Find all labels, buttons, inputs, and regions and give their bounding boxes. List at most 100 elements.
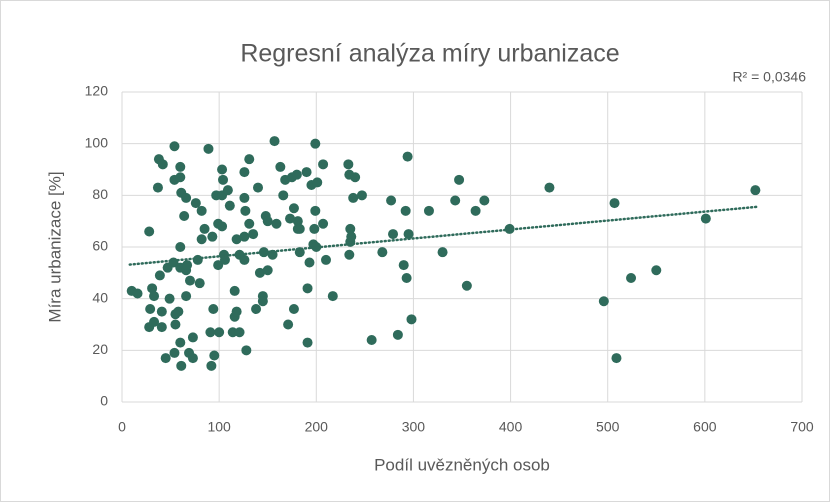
point bbox=[257, 296, 268, 307]
x-tick-label: 200 bbox=[305, 419, 329, 435]
point bbox=[175, 242, 186, 252]
x-axis-title: Podíl uvězněných osob bbox=[374, 455, 550, 474]
point bbox=[173, 306, 184, 317]
point bbox=[310, 138, 321, 149]
point bbox=[262, 265, 273, 276]
point bbox=[258, 247, 269, 258]
point bbox=[611, 353, 622, 364]
point bbox=[203, 143, 214, 154]
r-squared: R² = 0,0346 bbox=[732, 69, 806, 85]
point bbox=[302, 337, 313, 348]
point bbox=[400, 205, 411, 216]
point bbox=[262, 216, 273, 227]
x-tick-label: 400 bbox=[499, 419, 523, 435]
point bbox=[244, 218, 255, 229]
point bbox=[187, 353, 198, 364]
point bbox=[181, 291, 192, 302]
point bbox=[218, 174, 229, 185]
point bbox=[302, 283, 313, 294]
point bbox=[346, 231, 357, 242]
point bbox=[309, 223, 320, 234]
point bbox=[185, 275, 195, 286]
point bbox=[196, 234, 207, 245]
x-tick-label: 0 bbox=[118, 419, 126, 435]
point bbox=[231, 234, 242, 245]
x-tick-label: 100 bbox=[207, 419, 231, 435]
point bbox=[356, 190, 367, 201]
point bbox=[160, 353, 171, 364]
point bbox=[345, 223, 356, 234]
trendline bbox=[128, 205, 760, 266]
point bbox=[479, 195, 490, 206]
point bbox=[461, 280, 472, 291]
x-tick-label: 500 bbox=[596, 419, 620, 435]
chart-title: Regresní analýza míry urbanizace bbox=[240, 40, 619, 68]
point bbox=[205, 327, 216, 338]
point bbox=[288, 304, 299, 314]
point bbox=[156, 322, 167, 333]
point bbox=[318, 218, 329, 229]
point bbox=[164, 293, 175, 304]
x-tick-label: 700 bbox=[790, 419, 814, 435]
point bbox=[219, 254, 230, 265]
point bbox=[398, 260, 409, 271]
y-tick-label: 0 bbox=[100, 393, 108, 409]
y-tick-label: 120 bbox=[85, 83, 109, 99]
point bbox=[239, 192, 250, 203]
y-tick-label: 100 bbox=[85, 134, 109, 150]
y-axis-title: Míra urbanizace [%] bbox=[45, 171, 64, 322]
point bbox=[175, 337, 186, 348]
point bbox=[207, 231, 218, 242]
point bbox=[217, 221, 228, 232]
point bbox=[377, 247, 388, 258]
point bbox=[402, 151, 413, 162]
point bbox=[154, 270, 165, 281]
point bbox=[401, 273, 412, 283]
point bbox=[149, 291, 160, 302]
y-tick-label: 60 bbox=[92, 238, 108, 254]
point bbox=[229, 285, 240, 296]
point bbox=[450, 195, 461, 206]
point bbox=[144, 226, 155, 237]
point bbox=[598, 296, 609, 307]
x-tick-label: 600 bbox=[693, 419, 717, 435]
point bbox=[470, 205, 481, 216]
point bbox=[206, 360, 217, 371]
point bbox=[386, 195, 397, 206]
point bbox=[269, 136, 280, 147]
point bbox=[170, 319, 181, 330]
y-tick-label: 80 bbox=[92, 186, 108, 202]
point bbox=[175, 172, 186, 183]
point bbox=[157, 159, 168, 170]
point bbox=[182, 260, 193, 271]
point bbox=[275, 161, 286, 172]
point bbox=[241, 345, 252, 356]
point bbox=[152, 182, 163, 193]
point bbox=[310, 205, 321, 216]
point bbox=[292, 216, 303, 227]
point bbox=[239, 254, 250, 265]
point bbox=[283, 319, 294, 330]
point bbox=[248, 229, 259, 240]
point bbox=[244, 154, 255, 165]
point bbox=[231, 306, 242, 317]
point bbox=[366, 335, 377, 345]
point bbox=[175, 161, 186, 172]
x-tick-label: 300 bbox=[402, 419, 426, 435]
point bbox=[147, 283, 158, 294]
point bbox=[239, 167, 250, 178]
point bbox=[194, 278, 205, 289]
point bbox=[209, 350, 220, 361]
point bbox=[278, 190, 289, 201]
point bbox=[301, 167, 312, 178]
point bbox=[208, 304, 219, 314]
point bbox=[327, 291, 338, 302]
point bbox=[403, 229, 414, 240]
point bbox=[169, 347, 180, 358]
point bbox=[156, 306, 167, 317]
point bbox=[344, 249, 355, 260]
point bbox=[145, 304, 156, 314]
point bbox=[217, 164, 228, 175]
